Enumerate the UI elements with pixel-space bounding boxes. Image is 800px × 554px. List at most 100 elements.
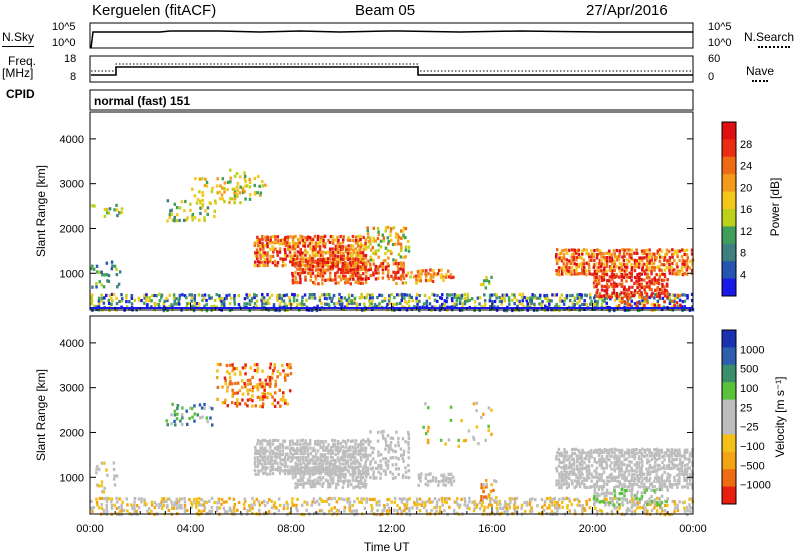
velocity-cell <box>331 463 335 467</box>
velocity-cell <box>343 465 347 469</box>
power-cell <box>316 268 320 272</box>
power-cell <box>593 272 597 276</box>
velocity-cell <box>670 485 674 489</box>
power-cell <box>541 300 544 304</box>
power-cell <box>352 248 355 252</box>
power-cell <box>638 256 641 260</box>
velocity-cell <box>226 404 229 408</box>
power-cell <box>276 239 280 243</box>
power-cell <box>384 252 387 256</box>
velocity-cell <box>273 501 277 505</box>
velocity-cell <box>578 461 581 465</box>
velocity-cell <box>393 508 396 512</box>
velocity-cell <box>397 467 401 471</box>
velocity-cell <box>263 448 267 453</box>
velocity-cell <box>587 464 590 468</box>
power-cell <box>339 271 343 275</box>
velocity-cell <box>631 497 634 501</box>
power-cell <box>188 293 191 297</box>
velocity-cell <box>256 464 260 469</box>
velocity-cell <box>583 456 586 461</box>
power-cell <box>210 190 214 194</box>
velocity-cell <box>575 454 578 458</box>
power-cell <box>233 294 236 298</box>
velocity-cell <box>327 449 330 453</box>
velocity-cell <box>263 459 267 463</box>
velocity-cell <box>653 479 656 483</box>
velocity-cell <box>688 497 691 501</box>
velocity-cell <box>400 453 403 457</box>
velocity-cell <box>246 398 250 402</box>
power-cell <box>673 258 676 262</box>
power-cell <box>643 287 646 292</box>
power-cell <box>625 275 629 279</box>
velocity-cell <box>272 449 275 453</box>
power-cell <box>100 270 103 274</box>
velocity-cell <box>483 505 486 509</box>
velocity-cell <box>621 497 624 501</box>
power-cell <box>636 291 639 295</box>
velocity-cell <box>298 459 301 463</box>
velocity-cell <box>563 464 566 468</box>
power-cell <box>332 293 336 298</box>
velocity-cell <box>688 466 691 470</box>
power-cell <box>218 307 221 311</box>
velocity-cell <box>406 498 409 502</box>
power-cell <box>445 273 448 277</box>
velocity-cell <box>633 473 636 477</box>
power-cell <box>245 293 248 297</box>
velocity-cell <box>401 437 405 441</box>
power-cell <box>588 292 592 296</box>
power-cell <box>623 265 627 269</box>
velocity-cell <box>246 404 249 408</box>
power-cell <box>368 302 372 306</box>
power-cell <box>366 228 369 233</box>
velocity-cell <box>303 472 307 476</box>
velocity-cell <box>357 481 360 485</box>
velocity-cell <box>653 466 656 470</box>
power-cell <box>113 208 116 212</box>
velocity-cell <box>582 450 586 455</box>
velocity-cell <box>294 451 297 455</box>
velocity-cell <box>671 451 674 455</box>
velocity-cell <box>659 505 662 510</box>
power-cell <box>310 293 314 297</box>
power-cell <box>627 259 631 263</box>
power-cell <box>292 299 296 303</box>
power-cell <box>428 296 431 300</box>
velocity-cell <box>367 440 370 444</box>
velocity-cell <box>341 458 345 462</box>
power-cell <box>436 299 439 303</box>
power-cell <box>585 261 588 265</box>
power-cell <box>281 264 284 268</box>
power-cell <box>263 258 267 262</box>
velocity-cell <box>615 454 618 458</box>
power-cell <box>428 307 431 311</box>
power-cell <box>378 302 381 306</box>
power-cell <box>379 239 383 243</box>
power-cell <box>323 293 326 297</box>
velocity-cell <box>329 475 332 479</box>
velocity-cell <box>344 475 347 479</box>
velocity-cell <box>143 503 146 507</box>
power-cell <box>544 304 547 308</box>
power-cell <box>596 288 599 292</box>
power-cell <box>641 252 644 256</box>
velocity-cell <box>384 457 388 461</box>
velocity-cell <box>443 509 446 513</box>
velocity-cell <box>658 453 661 457</box>
velocity-cell <box>407 469 411 473</box>
velocity-cell <box>348 503 351 508</box>
power-cell <box>133 298 137 302</box>
velocity-cell <box>377 430 380 434</box>
power-cell <box>558 273 561 277</box>
power-cell <box>261 296 264 300</box>
velocity-colorbar-swatch <box>722 347 736 366</box>
power-cell <box>260 305 264 309</box>
power-colorbar-swatch <box>722 261 736 280</box>
power-cell <box>190 293 193 297</box>
power-colorbar-tick: 12 <box>740 226 752 238</box>
power-cell <box>678 249 682 253</box>
power-cell <box>220 302 224 306</box>
velocity-cell <box>610 491 614 496</box>
